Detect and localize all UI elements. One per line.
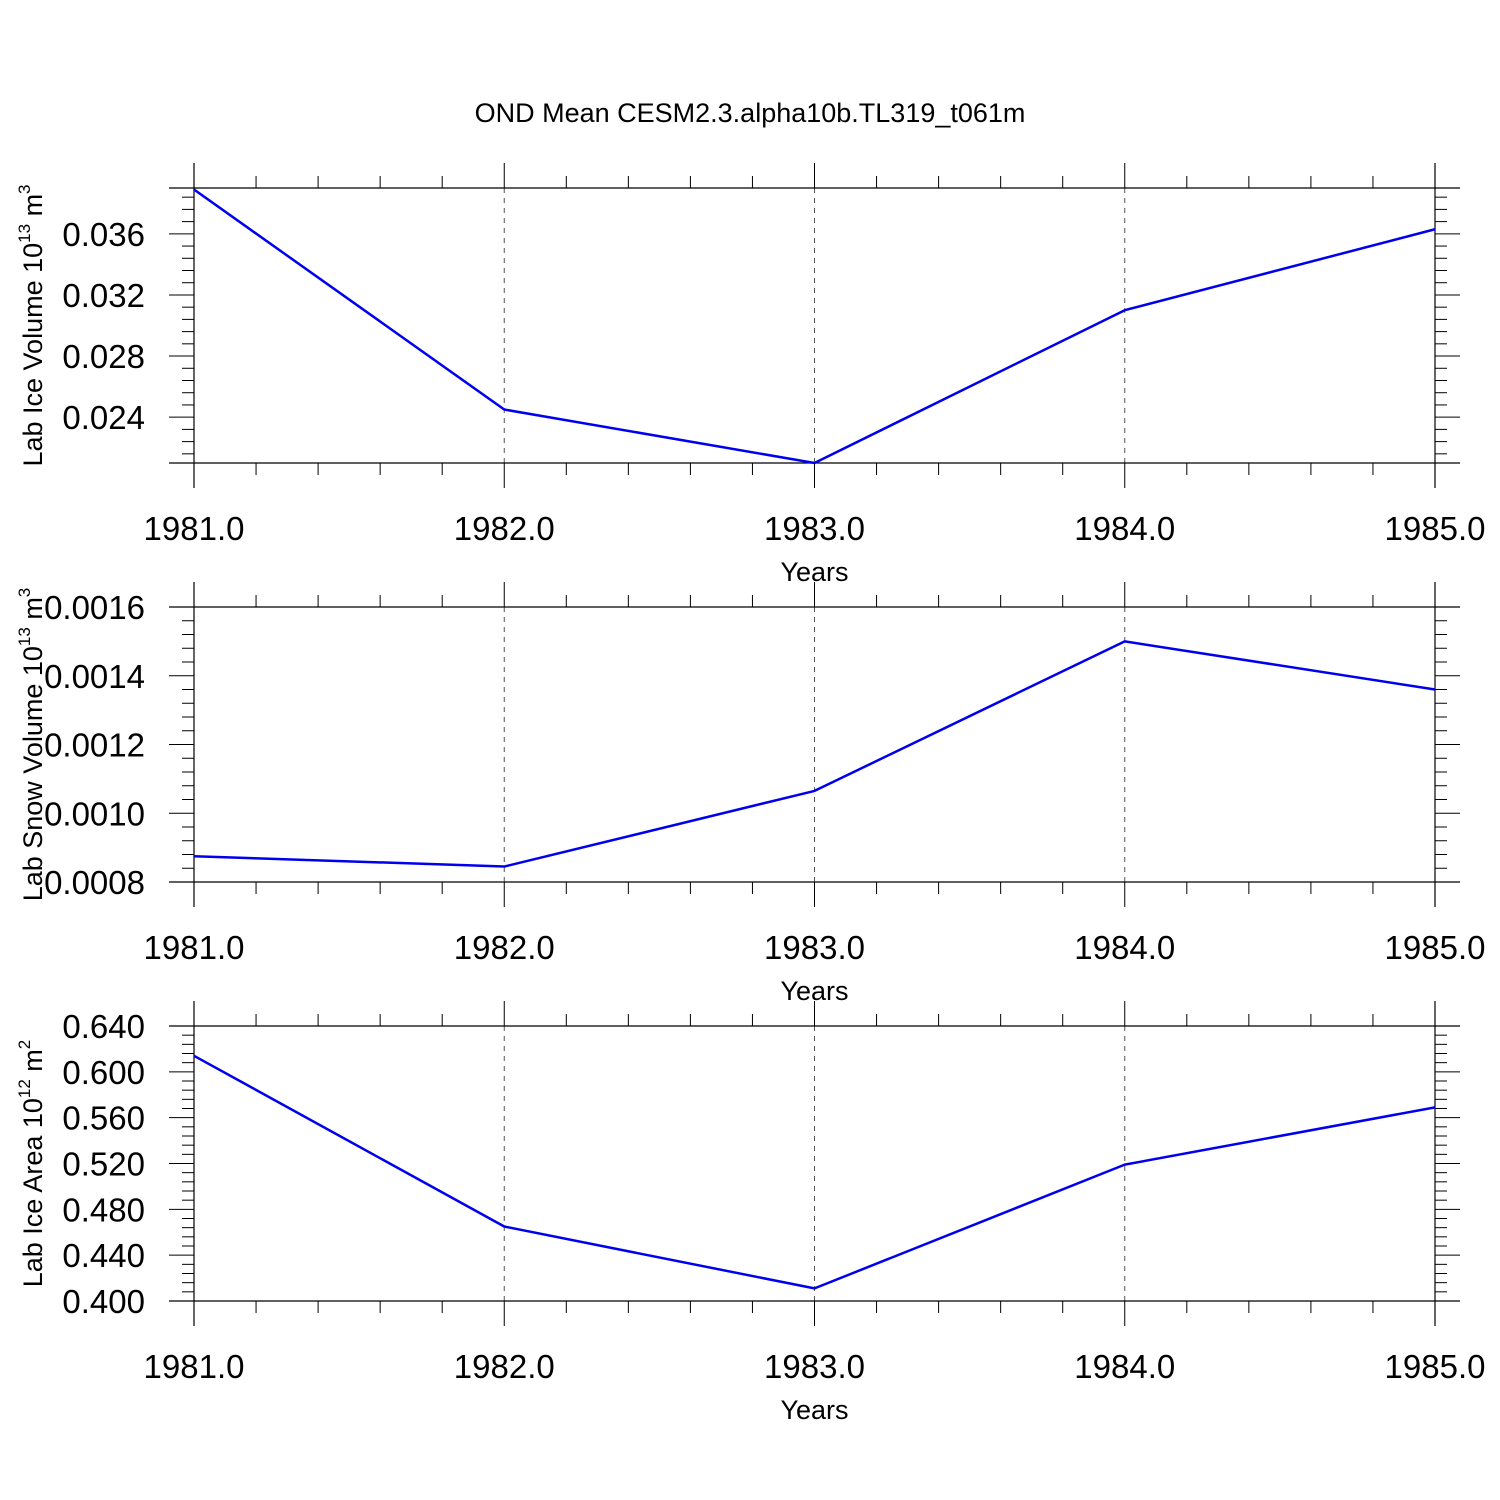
y-tick-label: 0.028 [62, 338, 145, 375]
x-tick-label: 1984.0 [1074, 929, 1175, 966]
y-tick-label: 0.440 [62, 1237, 145, 1274]
y-tick-label: 0.640 [62, 1008, 145, 1045]
y-tick-label: 0.0012 [44, 727, 145, 764]
y-tick-label: 0.600 [62, 1054, 145, 1091]
x-tick-label: 1985.0 [1385, 510, 1486, 547]
y-axis-label: Lab Ice Area 1012 m2 [15, 1040, 48, 1288]
x-tick-label: 1983.0 [764, 1348, 865, 1385]
y-tick-label: 0.024 [62, 399, 145, 436]
x-tick-label: 1981.0 [144, 1348, 245, 1385]
y-tick-label: 0.400 [62, 1283, 145, 1320]
chart-panel-3: 1981.0 1982.0 1983.0 1984.0 1985.0 0.400 0.440… [15, 1001, 1485, 1425]
y-tick-label: 0.032 [62, 277, 145, 314]
x-tick-label: 1982.0 [454, 510, 555, 547]
x-tick-label: 1983.0 [764, 510, 865, 547]
chart-panel-1: 1981.0 1982.0 1983.0 1984.0 1985.0 0.024 0.028… [15, 163, 1485, 587]
x-tick-label: 1985.0 [1385, 1348, 1486, 1385]
x-tick-label: 1981.0 [144, 510, 245, 547]
chart-title: OND Mean CESM2.3.alpha10b.TL319_t061m [474, 98, 1026, 128]
y-tick-label: 0.480 [62, 1191, 145, 1228]
x-tick-label: 1981.0 [144, 929, 245, 966]
x-tick-label: 1982.0 [454, 1348, 555, 1385]
y-tick-label: 0.560 [62, 1100, 145, 1137]
x-tick-label: 1984.0 [1074, 510, 1175, 547]
chart-panel-2: 1981.0 1982.0 1983.0 1984.0 1985.0 0.0008 0.00… [15, 582, 1485, 1006]
y-tick-label: 0.520 [62, 1146, 145, 1183]
y-tick-label: 0.036 [62, 216, 145, 253]
x-tick-label: 1984.0 [1074, 1348, 1175, 1385]
y-tick-label: 0.0014 [44, 658, 145, 695]
y-tick-label: 0.0016 [44, 589, 145, 626]
y-axis-label: Lab Ice Volume 1013 m3 [15, 184, 48, 466]
x-axis-label: Years [780, 1395, 848, 1425]
y-tick-label: 0.0010 [44, 795, 145, 832]
x-tick-label: 1982.0 [454, 929, 555, 966]
x-tick-label: 1983.0 [764, 929, 865, 966]
y-axis-label: Lab Snow Volume 1013 m3 [15, 588, 48, 902]
y-tick-label: 0.0008 [44, 864, 145, 901]
series-line [193, 640, 1436, 868]
x-tick-label: 1985.0 [1385, 929, 1486, 966]
